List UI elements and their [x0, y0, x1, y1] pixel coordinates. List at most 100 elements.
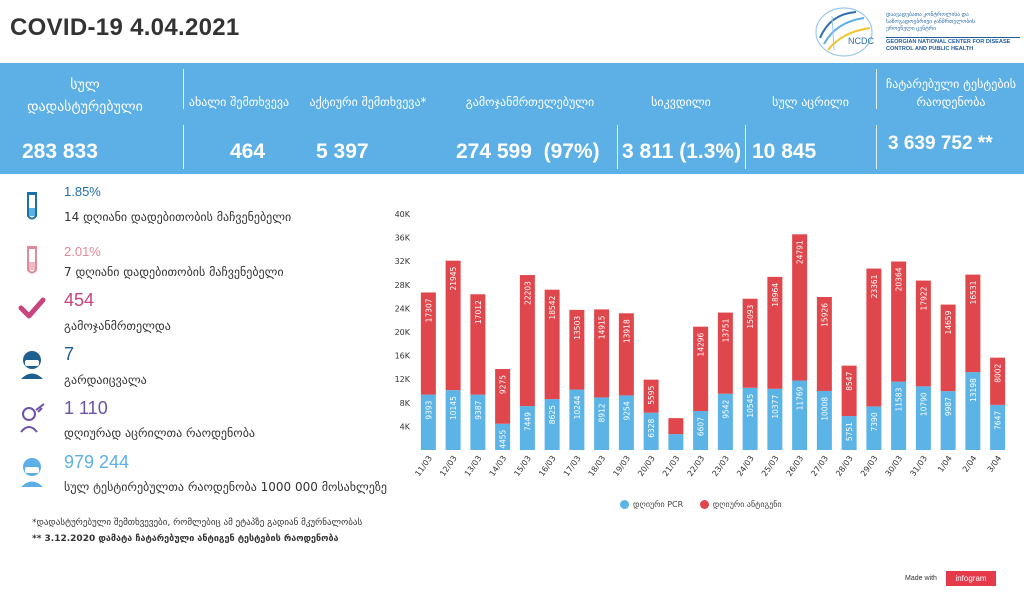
logo-en-line-2: CONTROL AND PUBLIC HEALTH: [886, 46, 974, 52]
rate14-value: 1.85%: [64, 184, 101, 199]
x-tick-label: 18/03: [587, 454, 608, 478]
stat-deaths-value: 3 811 (1.3%): [622, 140, 742, 163]
bar-pcr-label: 9542: [721, 399, 730, 418]
bar-pcr: [495, 423, 511, 450]
legend-item-antigen: დღიური ანტიგენი: [699, 500, 782, 509]
x-tick-label: 30/03: [884, 454, 905, 478]
bar-antigen: [495, 368, 511, 424]
bar-pcr-label: 6328: [647, 418, 656, 437]
stat-active-label: აქტიური შემთხვევა*: [309, 95, 427, 109]
rate14-label: 14 დღიანი დადებითობის მაჩვენებელი: [64, 210, 292, 224]
logo-geo-line: დაავადებათა კონტროლისა და: [886, 12, 969, 18]
bar-antigen-label: 17307: [424, 298, 433, 322]
bar-pcr: [594, 397, 610, 450]
y-tick-label: 36K: [395, 234, 411, 243]
stat-recovered-value: 274 599 (97%): [456, 140, 600, 163]
bar-antigen: [668, 418, 684, 435]
bar-pcr: [891, 381, 907, 450]
x-tick-label: 3/04: [986, 454, 1004, 474]
legend-dot-pcr: [620, 500, 629, 509]
bar-pcr: [420, 394, 436, 450]
vaccination-icon: [20, 403, 45, 433]
bar-antigen: [420, 292, 436, 395]
bar-pcr-label: 13198: [969, 378, 978, 402]
bar-pcr-label: 11583: [895, 387, 904, 411]
bar-pcr: [618, 395, 634, 450]
side-vaccinated: 1 110 დღიურად აცრილთა რაოდენობა: [0, 398, 430, 448]
bar-pcr-label: 4455: [499, 429, 508, 448]
bar-pcr-label: 7647: [994, 411, 1003, 430]
bar-antigen-label: 23361: [870, 274, 879, 298]
bar-antigen: [470, 294, 486, 395]
y-tick-label: 40K: [395, 210, 411, 219]
bar-antigen-label: 22203: [523, 281, 532, 305]
bar-pcr: [742, 387, 758, 450]
bar-pcr: [792, 380, 808, 450]
person-test-icon: [21, 458, 43, 487]
y-tick-label: 8K: [400, 399, 411, 408]
side-rate7: 2.01% 7 დღიანი დადებითობის მაჩვენებელი: [0, 238, 430, 288]
bar-pcr: [866, 406, 882, 450]
bar-antigen: [717, 312, 733, 394]
footnote-active: *დადასტურებული შემთხვევები, რომლებიც ამ …: [32, 518, 363, 528]
bar-pcr-label: 6607: [697, 417, 706, 436]
bar-pcr: [519, 406, 535, 450]
bar-pcr: [767, 388, 783, 450]
bar-antigen: [594, 309, 610, 398]
died-today-value: 7: [64, 344, 75, 364]
logo-geo-line: საზოგადოებრივი ჯანმრთელობის: [886, 19, 975, 25]
bar-pcr-label: 11769: [796, 386, 805, 410]
bar-antigen-label: 14915: [598, 315, 607, 339]
bar-antigen-label: 18964: [771, 283, 780, 307]
rate7-label: 7 დღიანი დადებითობის მაჩვენებელი: [64, 265, 284, 279]
x-tick-label: 22/03: [686, 454, 707, 478]
bar-antigen: [965, 274, 981, 373]
page-title: COVID-19 4.04.2021: [10, 14, 240, 41]
tests-per-million-label: სულ ტესტირებულთა რაოდენობა 1000 000 მოსა…: [64, 480, 388, 494]
bar-antigen: [990, 357, 1006, 405]
bar-antigen: [891, 261, 907, 382]
daily-tests-chart: 4K 8K 12K 16K 20K 24K 28K 32K 36K 40K 17307 9393 11/…: [380, 200, 1020, 500]
bar-antigen-label: 14659: [944, 310, 953, 334]
bar-pcr: [643, 412, 659, 450]
stat-tests-label-1: ჩატარებული ტესტების: [885, 77, 1017, 91]
x-tick-label: 1/04: [936, 454, 954, 474]
bar-pcr-label: 10790: [919, 392, 928, 416]
rate7-value: 2.01%: [64, 244, 101, 259]
tests-per-million-value: 979 244: [64, 452, 130, 472]
bar-pcr: [470, 394, 486, 450]
side-tests-per-million: 979 244 სულ ტესტირებულთა რაოდენობა 1000 …: [0, 452, 430, 502]
bar-antigen: [792, 234, 808, 381]
x-tick-label: 12/03: [438, 454, 459, 478]
bar-pcr: [990, 404, 1006, 450]
bar-antigen-label: 17922: [919, 286, 928, 310]
bar-pcr: [940, 391, 956, 450]
bar-pcr-label: 9387: [474, 400, 483, 419]
side-recovered: 454 გამოჯანმრთელდა: [0, 290, 430, 340]
bar-pcr-label: 9393: [424, 400, 433, 419]
bar-antigen: [643, 379, 659, 413]
bar-antigen: [866, 268, 882, 407]
stat-recovered-label: გამოჯანმრთელებული: [465, 95, 595, 109]
logo-geo-line: ეროვნული ცენტრი: [886, 26, 936, 32]
x-tick-label: 21/03: [661, 454, 682, 478]
bar-pcr-label: 10545: [746, 394, 755, 418]
bar-pcr: [693, 411, 709, 450]
bar-pcr-label: 9254: [622, 401, 631, 420]
ncdc-globe-icon: NCDC: [815, 7, 874, 57]
bar-pcr-label: 10244: [573, 395, 582, 419]
divider: [745, 125, 746, 169]
bar-antigen: [618, 313, 634, 396]
bar-pcr: [445, 390, 461, 450]
x-tick-label: 19/03: [611, 454, 632, 478]
side-rate14: 1.85% 14 დღიანი დადებითობის მაჩვენებელი: [0, 182, 430, 232]
bar-antigen: [569, 309, 585, 390]
x-tick-label: 28/03: [834, 454, 855, 478]
infogram-badge[interactable]: infogram: [946, 571, 996, 586]
bar-pcr: [668, 434, 684, 450]
bar-pcr: [816, 390, 832, 450]
stat-vaccinated-label: სულ აცრილი: [772, 95, 849, 109]
footnote-antigen: ** 3.12.2020 დამატა ჩატარებული ანტიგენ ტ…: [32, 534, 339, 544]
stat-total-label-2: დადასტურებული: [27, 99, 143, 115]
divider: [876, 125, 877, 169]
